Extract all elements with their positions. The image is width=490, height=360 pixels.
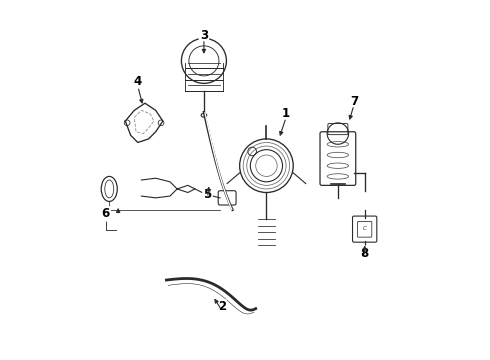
Text: 5: 5 [203,188,212,201]
Text: 2: 2 [218,300,226,313]
Text: 7: 7 [350,95,358,108]
Text: 3: 3 [200,29,208,42]
Text: 4: 4 [134,75,142,88]
Text: C: C [363,226,367,231]
Text: 8: 8 [361,247,369,260]
Text: 1: 1 [282,107,290,120]
Text: 6: 6 [101,207,110,220]
